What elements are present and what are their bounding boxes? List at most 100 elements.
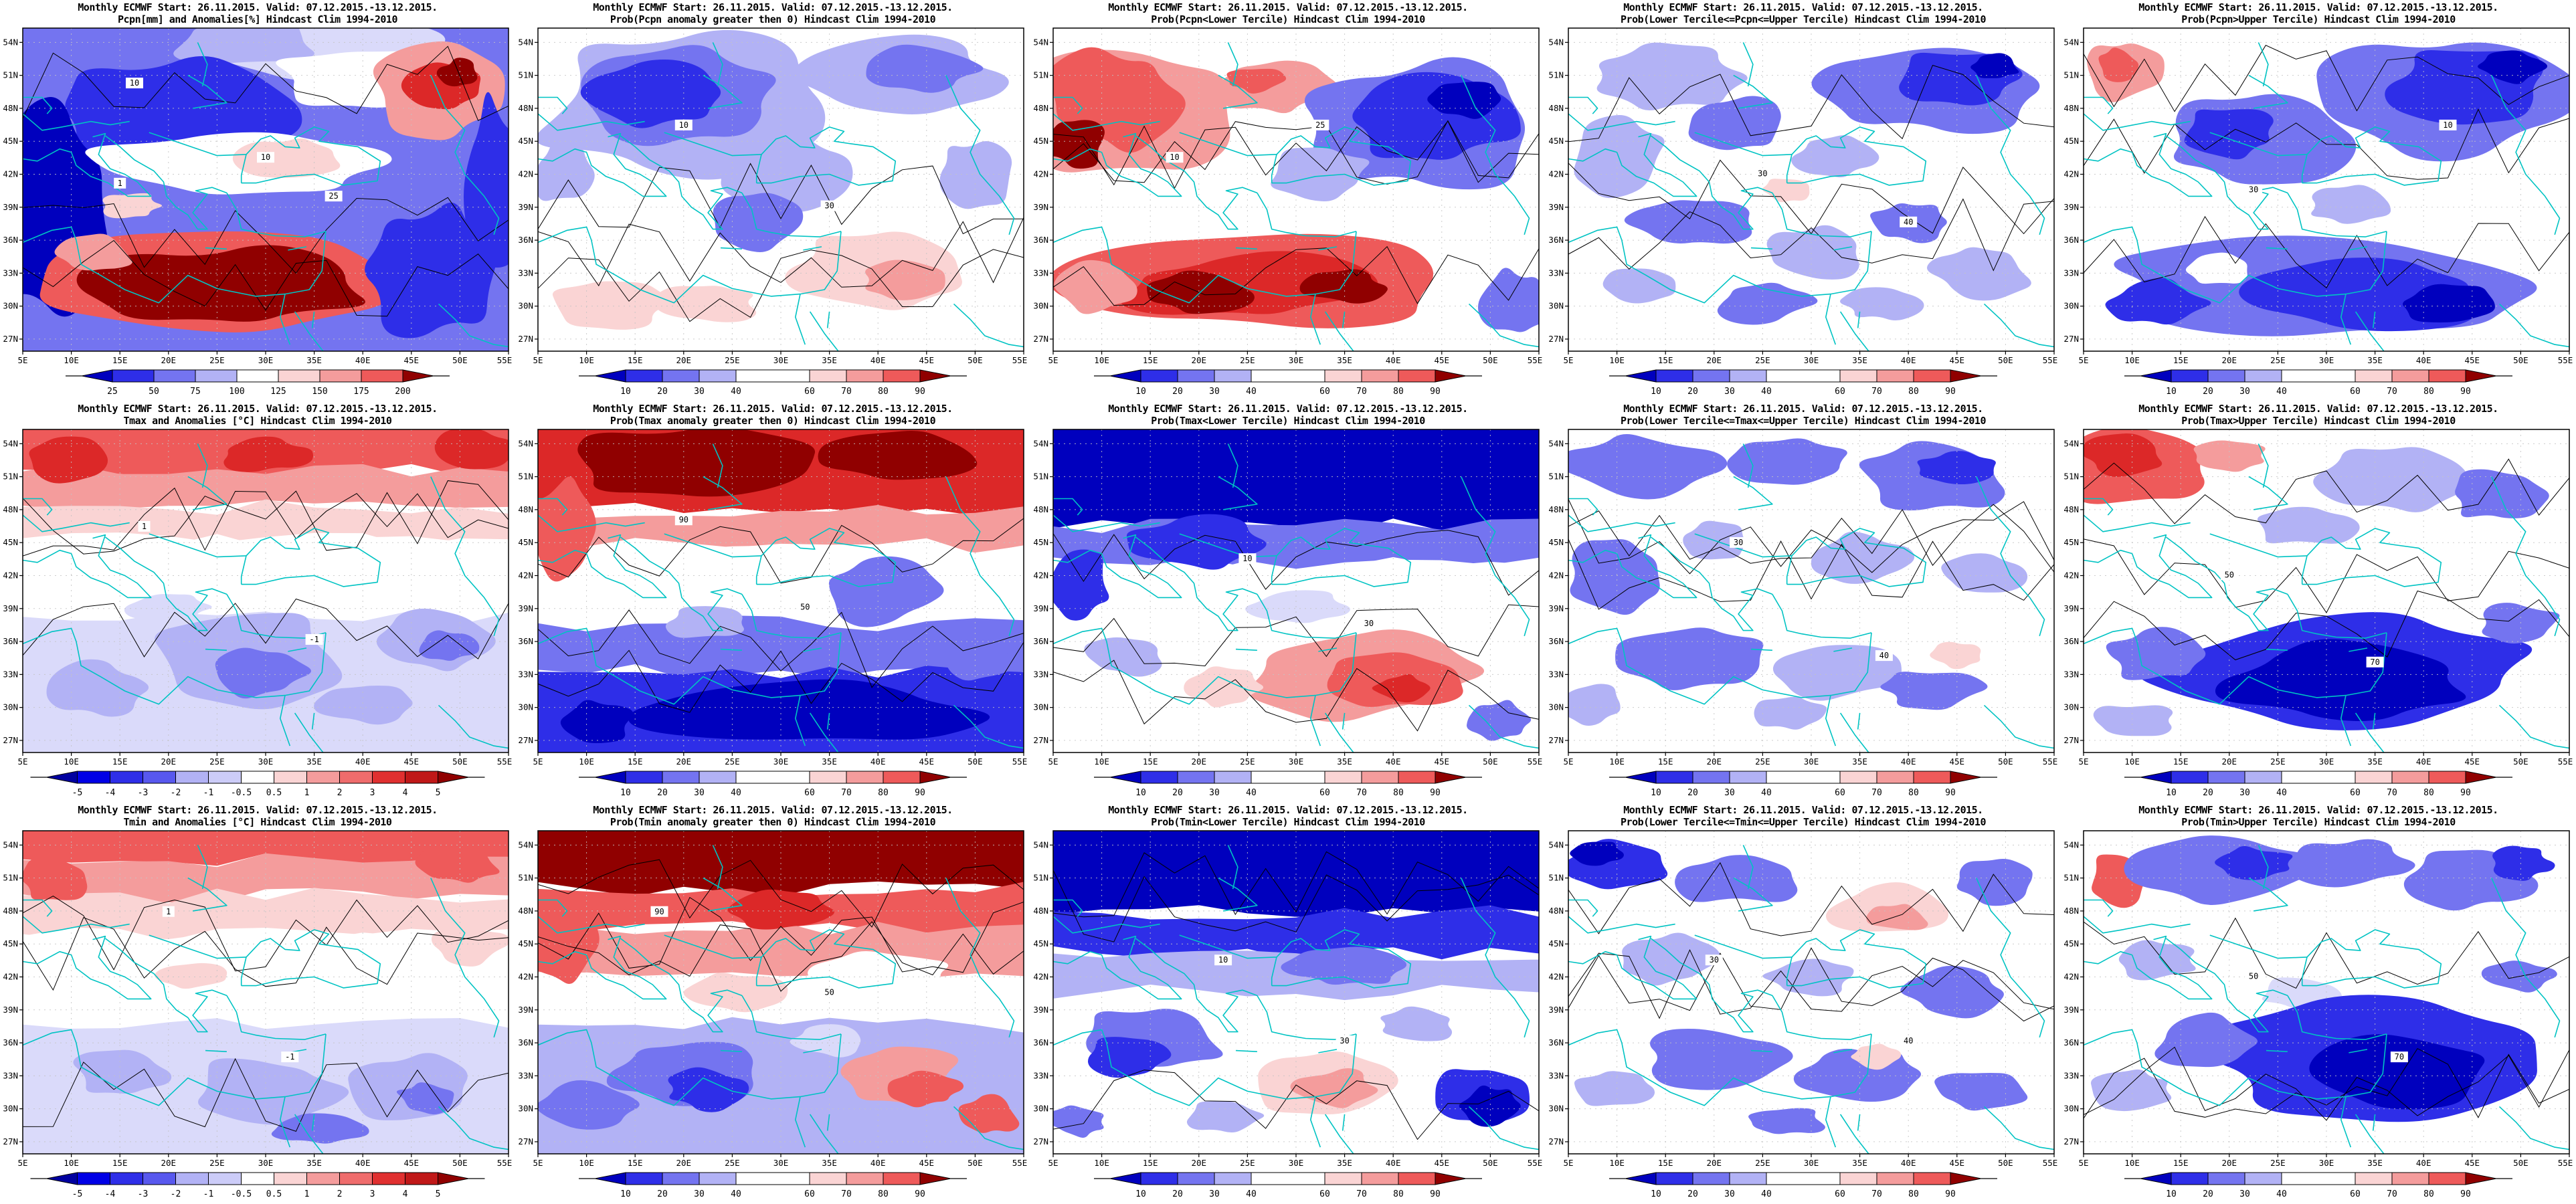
svg-text:51N: 51N [1548, 873, 1564, 883]
forecast-panel: Monthly ECMWF Start: 26.11.2015. Valid: … [515, 401, 1030, 803]
colorbar-legend: 10 20 30 40 60 70 80 90 [1609, 1172, 1997, 1199]
svg-text:5E: 5E [2078, 757, 2088, 767]
svg-text:1: 1 [166, 907, 171, 916]
svg-text:30N: 30N [2063, 1104, 2079, 1114]
svg-text:5E: 5E [2078, 1158, 2088, 1168]
svg-text:50E: 50E [2513, 355, 2528, 365]
svg-text:15E: 15E [2173, 1158, 2189, 1168]
svg-text:30: 30 [824, 201, 834, 211]
svg-text:15E: 15E [628, 757, 643, 767]
svg-text:55E: 55E [2558, 757, 2573, 767]
panel-title-line2: Prob(Pcpn anomaly greater then 0) Hindca… [610, 13, 936, 25]
svg-text:90: 90 [915, 1189, 925, 1199]
svg-text:55E: 55E [1012, 355, 1028, 365]
svg-text:30E: 30E [773, 1158, 789, 1168]
svg-text:60: 60 [2350, 788, 2361, 798]
svg-text:39N: 39N [1548, 1005, 1564, 1015]
svg-text:70: 70 [1871, 1189, 1882, 1199]
svg-text:27N: 27N [1033, 334, 1048, 344]
panel-title: Monthly ECMWF Start: 26.11.2015. Valid: … [0, 803, 515, 829]
panel-title-line1: Monthly ECMWF Start: 26.11.2015. Valid: … [1623, 804, 1983, 816]
svg-text:20E: 20E [2222, 757, 2237, 767]
svg-text:55E: 55E [497, 355, 513, 365]
panel-title-line1: Monthly ECMWF Start: 26.11.2015. Valid: … [1108, 1, 1468, 13]
svg-text:80: 80 [878, 788, 889, 798]
svg-text:42N: 42N [2063, 972, 2079, 982]
svg-text:55E: 55E [1528, 757, 1543, 767]
panel-title-line2: Tmin and Anomalies [°C] Hindcast Clim 19… [123, 816, 392, 828]
svg-text:30: 30 [1758, 169, 1767, 178]
svg-text:10: 10 [679, 120, 688, 130]
svg-text:54N: 54N [1548, 438, 1564, 448]
svg-text:5E: 5E [1563, 1158, 1573, 1168]
svg-text:48N: 48N [2063, 103, 2079, 113]
svg-text:20: 20 [1172, 387, 1183, 397]
panel-title: Monthly ECMWF Start: 26.11.2015. Valid: … [2061, 803, 2576, 829]
svg-text:20: 20 [2203, 788, 2213, 798]
svg-text:20E: 20E [676, 355, 692, 365]
panel-title-line2: Prob(Lower Tercile<=Tmax<=Upper Tercile)… [1621, 415, 1986, 427]
svg-text:39N: 39N [1548, 202, 1564, 212]
svg-text:40E: 40E [870, 757, 886, 767]
svg-text:33N: 33N [3, 1070, 18, 1080]
forecast-map: 90 50 54N 51N 48N 45N 42N 39N 36N 33N 30N 27N 5E 10E 1… [518, 429, 1027, 767]
svg-text:30E: 30E [773, 757, 789, 767]
panel-title-line2: Prob(Pcpn>Upper Tercile) Hindcast Clim 1… [2181, 13, 2456, 25]
svg-text:80: 80 [1908, 387, 1919, 397]
svg-text:39N: 39N [3, 202, 18, 212]
svg-text:54N: 54N [2063, 839, 2079, 849]
svg-text:50: 50 [824, 988, 834, 997]
svg-text:70: 70 [841, 387, 852, 397]
svg-text:48N: 48N [3, 504, 18, 514]
svg-text:48N: 48N [1548, 504, 1564, 514]
svg-text:10E: 10E [579, 1158, 594, 1168]
svg-text:15E: 15E [628, 1158, 643, 1168]
svg-text:40: 40 [1904, 217, 1913, 227]
svg-text:36N: 36N [518, 235, 533, 245]
svg-text:10: 10 [2166, 387, 2177, 397]
svg-text:10: 10 [620, 788, 631, 798]
forecast-panel: Monthly ECMWF Start: 26.11.2015. Valid: … [515, 803, 1030, 1204]
svg-text:70: 70 [2387, 1189, 2397, 1199]
svg-text:30: 30 [1724, 387, 1735, 397]
svg-text:45E: 45E [2465, 1158, 2480, 1168]
svg-text:30N: 30N [2063, 301, 2079, 311]
svg-text:51N: 51N [518, 70, 533, 80]
svg-text:55E: 55E [497, 1158, 513, 1168]
svg-text:4: 4 [403, 788, 408, 798]
svg-text:5: 5 [436, 1189, 441, 1199]
svg-text:10: 10 [1218, 955, 1228, 965]
svg-text:33N: 33N [1033, 1070, 1048, 1080]
svg-text:25E: 25E [1755, 757, 1770, 767]
svg-text:70: 70 [841, 788, 852, 798]
svg-text:50E: 50E [1998, 1158, 2013, 1168]
svg-text:48N: 48N [3, 906, 18, 916]
svg-text:48N: 48N [3, 103, 18, 113]
svg-text:50: 50 [149, 387, 159, 397]
colorbar-legend: 10 20 30 40 60 70 80 90 [1609, 771, 1997, 798]
forecast-panel: Monthly ECMWF Start: 26.11.2015. Valid: … [1030, 401, 1546, 803]
svg-text:35E: 35E [306, 355, 322, 365]
svg-text:54N: 54N [518, 37, 533, 47]
svg-text:10E: 10E [1094, 757, 1109, 767]
svg-text:90: 90 [1430, 387, 1441, 397]
panel-title-line2: Prob(Tmin anomaly greater then 0) Hindca… [610, 816, 936, 828]
svg-text:33N: 33N [1548, 268, 1564, 278]
svg-text:30E: 30E [258, 1158, 274, 1168]
panel-title: Monthly ECMWF Start: 26.11.2015. Valid: … [515, 803, 1030, 829]
svg-text:20: 20 [1687, 387, 1698, 397]
svg-text:45N: 45N [1033, 136, 1048, 146]
svg-text:20E: 20E [1707, 1158, 1722, 1168]
svg-text:30: 30 [1710, 955, 1719, 965]
svg-text:30E: 30E [2319, 757, 2334, 767]
svg-text:5E: 5E [533, 757, 543, 767]
svg-text:36N: 36N [2063, 235, 2079, 245]
svg-text:42N: 42N [1548, 972, 1564, 982]
svg-text:51N: 51N [3, 873, 18, 883]
panel-title: Monthly ECMWF Start: 26.11.2015. Valid: … [1030, 0, 1546, 27]
svg-text:-0.5: -0.5 [231, 788, 252, 798]
svg-text:54N: 54N [1548, 37, 1564, 47]
svg-text:42N: 42N [2063, 571, 2079, 581]
svg-text:27N: 27N [1033, 735, 1048, 745]
svg-text:42N: 42N [518, 972, 533, 982]
